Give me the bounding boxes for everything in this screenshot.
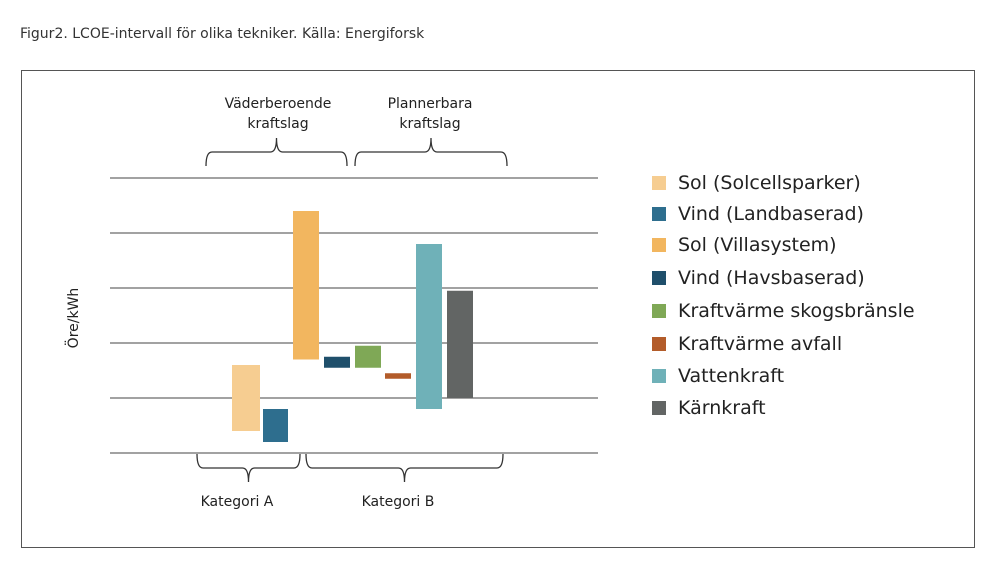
figure-caption: Figur2. LCOE-intervall för olika teknike… [20, 26, 425, 42]
legend-label: Kärnkraft [678, 397, 766, 419]
bar-5 [355, 345, 381, 368]
legend-swatch [652, 238, 666, 252]
legend-label: Kraftvärme avfall [678, 333, 843, 355]
bottom-brace [196, 453, 301, 483]
legend-label: Kraftvärme skogsbränsle [678, 300, 915, 322]
legend-label: Vind (Havsbaserad) [678, 267, 865, 289]
bar-1 [232, 365, 260, 431]
legend-swatch [652, 337, 666, 351]
top-brace [205, 137, 348, 167]
bar-4 [324, 356, 350, 368]
bar-7 [416, 244, 442, 409]
legend-swatch [652, 304, 666, 318]
top-brace [354, 137, 508, 167]
legend-label: Vind (Landbaserad) [678, 203, 864, 225]
bar-3 [293, 211, 319, 360]
bottom-brace [305, 453, 504, 483]
top-group-label-1a: Väderberoende [225, 96, 332, 112]
legend-swatch [652, 176, 666, 190]
group-braces [196, 137, 508, 483]
legend-swatch [652, 271, 666, 285]
y-axis-label: Öre/kWh [64, 288, 82, 349]
top-group-label-1b: kraftslag [247, 116, 308, 132]
top-group-label-2b: kraftslag [399, 116, 460, 132]
legend-label: Vattenkraft [678, 365, 785, 387]
bar-2 [263, 409, 288, 442]
legend-swatch [652, 401, 666, 415]
bars [232, 211, 473, 442]
top-group-label-2a: Plannerbara [388, 96, 473, 112]
bar-8 [447, 290, 473, 398]
legend-swatch [652, 369, 666, 383]
gridlines [110, 177, 598, 454]
bottom-group-label-a: Kategori A [201, 494, 274, 510]
legend-swatch [652, 207, 666, 221]
bottom-group-label-b: Kategori B [362, 494, 435, 510]
bar-6 [385, 373, 411, 379]
legend-label: Sol (Villasystem) [678, 234, 837, 256]
chart-frame [21, 70, 975, 548]
legend-label: Sol (Solcellsparker) [678, 172, 861, 194]
